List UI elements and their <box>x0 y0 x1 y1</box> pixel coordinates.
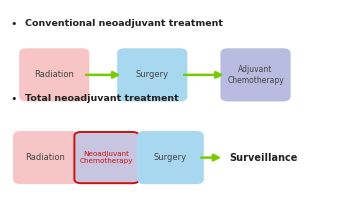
FancyBboxPatch shape <box>20 49 88 100</box>
Text: Radiation: Radiation <box>26 153 65 162</box>
FancyBboxPatch shape <box>138 132 203 183</box>
Text: Radiation: Radiation <box>34 70 74 79</box>
Text: Surveillance: Surveillance <box>229 153 298 163</box>
Text: Neoadjuvant
Chemotherapy: Neoadjuvant Chemotherapy <box>80 151 133 164</box>
FancyBboxPatch shape <box>74 132 139 183</box>
Text: Adjuvant
Chemotherapy: Adjuvant Chemotherapy <box>227 65 284 85</box>
Text: •: • <box>11 94 17 103</box>
Text: Surgery: Surgery <box>154 153 187 162</box>
Text: •: • <box>11 19 17 29</box>
FancyBboxPatch shape <box>14 132 77 183</box>
Text: Conventional neoadjuvant treatment: Conventional neoadjuvant treatment <box>25 19 223 28</box>
Text: Total neoadjuvant treatment: Total neoadjuvant treatment <box>25 94 178 103</box>
Text: Surgery: Surgery <box>136 70 169 79</box>
FancyBboxPatch shape <box>221 49 289 100</box>
FancyBboxPatch shape <box>118 49 186 100</box>
